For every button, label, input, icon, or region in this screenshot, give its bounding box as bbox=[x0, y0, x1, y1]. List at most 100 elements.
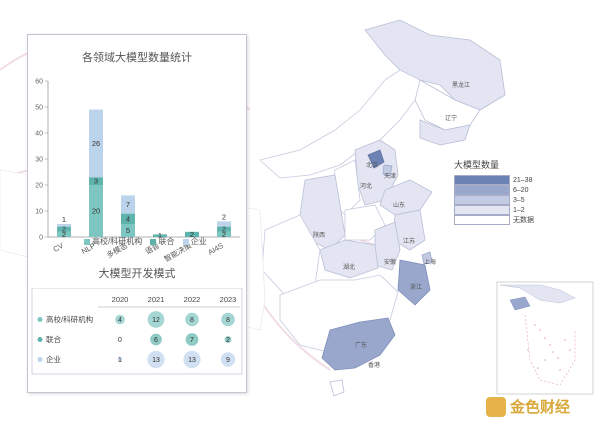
beijing-region bbox=[367, 149, 385, 169]
label-jiangsu: 江苏 bbox=[403, 239, 416, 245]
south-china-sea-inset bbox=[496, 281, 594, 395]
y-tick-label: 30 bbox=[35, 157, 43, 164]
label-heilongjiang: 黑龙江 bbox=[452, 83, 471, 89]
legend-swatch-enterprise bbox=[182, 238, 189, 245]
table-border bbox=[31, 288, 243, 375]
label-shandong: 山东 bbox=[393, 203, 406, 209]
map-legend-row: 无数据 bbox=[454, 215, 534, 225]
legend-label-3: 1–2 bbox=[513, 206, 525, 214]
data-label: 2 bbox=[62, 230, 66, 239]
label-guangdong: 广东 bbox=[355, 343, 368, 349]
data-label: 2 bbox=[222, 230, 226, 239]
hainan-island bbox=[329, 379, 345, 397]
table-title: 大模型开发模式 bbox=[98, 268, 176, 280]
inner-mongolia-region bbox=[259, 69, 421, 179]
data-label: 26 bbox=[92, 139, 100, 148]
bar-segment bbox=[89, 177, 103, 185]
label-hongkong: 香港 bbox=[368, 363, 381, 369]
legend-swatch-academic bbox=[84, 238, 90, 245]
column-header: 2022 bbox=[184, 295, 201, 304]
value-bubble bbox=[224, 336, 232, 343]
data-label: 7 bbox=[126, 200, 130, 209]
bar-segment bbox=[89, 185, 103, 237]
value-bubble bbox=[117, 357, 123, 362]
legend-label-1: 6–20 bbox=[513, 186, 529, 194]
cell-value: 0 bbox=[118, 337, 122, 344]
data-label: 1 bbox=[62, 215, 66, 224]
bar-segment bbox=[185, 231, 199, 237]
bar-segment bbox=[217, 231, 231, 237]
data-label: 5 bbox=[126, 226, 130, 235]
cell-value: 13 bbox=[188, 357, 196, 364]
liaoning-region bbox=[419, 119, 471, 146]
shanghai-region bbox=[421, 251, 433, 265]
value-bubble bbox=[150, 333, 162, 346]
y-tick-label: 40 bbox=[35, 131, 43, 138]
watermark-text: 金色财经 bbox=[510, 399, 571, 416]
data-label: 4 bbox=[126, 214, 130, 223]
cell-value: 12 bbox=[152, 317, 160, 324]
cell-value: 4 bbox=[118, 317, 122, 324]
bar-segment bbox=[121, 224, 135, 237]
bar-segment bbox=[121, 213, 135, 224]
chart-title: 各领域大模型数量统计 bbox=[82, 52, 192, 64]
legend-swatch-joint bbox=[150, 238, 157, 245]
value-bubble bbox=[147, 311, 165, 328]
legend-swatch-4 bbox=[454, 215, 510, 225]
legend-swatch-1 bbox=[454, 185, 510, 195]
x-tick-label: CV bbox=[51, 241, 65, 254]
map-legend-row: 21–38 bbox=[454, 175, 534, 185]
data-label: 20 bbox=[92, 207, 100, 216]
stacked-bar-chart: 0102030405060221CV20326NLP547多模态1语音2智能决策… bbox=[35, 79, 240, 264]
label-zhejiang: 浙江 bbox=[410, 285, 423, 291]
y-tick-label: 10 bbox=[35, 209, 43, 216]
guangdong-region bbox=[321, 317, 396, 371]
y-tick-label: 20 bbox=[35, 183, 43, 190]
data-label: 2 bbox=[62, 225, 66, 234]
cell-value: 7 bbox=[190, 337, 194, 344]
bar-segment bbox=[153, 234, 167, 237]
label-tianjin: 天津 bbox=[384, 174, 397, 180]
value-bubble bbox=[147, 350, 165, 369]
legend-joint: 联合 bbox=[158, 237, 175, 246]
legend-academic: 高校/科研机构 bbox=[92, 237, 143, 246]
value-bubble bbox=[185, 312, 199, 327]
cell-value: 6 bbox=[154, 337, 158, 344]
dev-mode-table: 2020 2021 2022 2023 高校/科研机构 4 12 8 8 联合 0 6 7 2 企业 1 13 1… bbox=[31, 288, 243, 375]
label-hubei: 湖北 bbox=[343, 265, 356, 271]
bar-segment bbox=[121, 195, 135, 214]
legend-label-0: 21–38 bbox=[513, 176, 533, 184]
row-label: 联合 bbox=[46, 334, 61, 344]
hubei-region bbox=[319, 239, 379, 279]
watermark: 金色财经 bbox=[486, 396, 570, 417]
map-legend-title: 大模型数量 bbox=[454, 160, 500, 170]
legend-label-4: 无数据 bbox=[513, 217, 534, 224]
row-marker bbox=[37, 357, 43, 362]
cell-value: 9 bbox=[226, 357, 230, 364]
column-header: 2020 bbox=[112, 295, 129, 304]
legend-label-2: 3–5 bbox=[513, 196, 525, 204]
map-legend-row: 6–20 bbox=[454, 185, 534, 195]
label-liaoning: 辽宁 bbox=[445, 116, 458, 122]
row-marker bbox=[37, 317, 43, 322]
data-label: 2 bbox=[222, 212, 226, 221]
x-tick-label: AI4S bbox=[206, 241, 225, 257]
column-header: 2021 bbox=[148, 295, 165, 304]
label-hebei: 河北 bbox=[360, 184, 373, 190]
legend-swatch-3 bbox=[454, 205, 510, 215]
data-label: 2 bbox=[222, 225, 226, 234]
chart-panel: 各领域大模型数量统计 0 10 20 30 40 50 60 2 2 1 CV 20 3 26 NLP 5 4 7… bbox=[27, 34, 247, 393]
legend-enterprise: 企业 bbox=[190, 237, 207, 246]
bar-segment bbox=[217, 226, 231, 232]
watermark-logo-icon bbox=[486, 396, 506, 417]
cell-value: 13 bbox=[152, 357, 160, 364]
data-label: 3 bbox=[94, 177, 98, 186]
value-bubble bbox=[185, 333, 199, 346]
value-bubble bbox=[221, 312, 235, 327]
tianjin-region bbox=[382, 164, 393, 177]
column-header: 2023 bbox=[220, 295, 237, 304]
bar-segment bbox=[57, 224, 71, 227]
y-tick-label: 60 bbox=[35, 79, 43, 86]
data-label: 1 bbox=[158, 231, 162, 240]
label-shaanxi: 陕西 bbox=[313, 233, 326, 239]
